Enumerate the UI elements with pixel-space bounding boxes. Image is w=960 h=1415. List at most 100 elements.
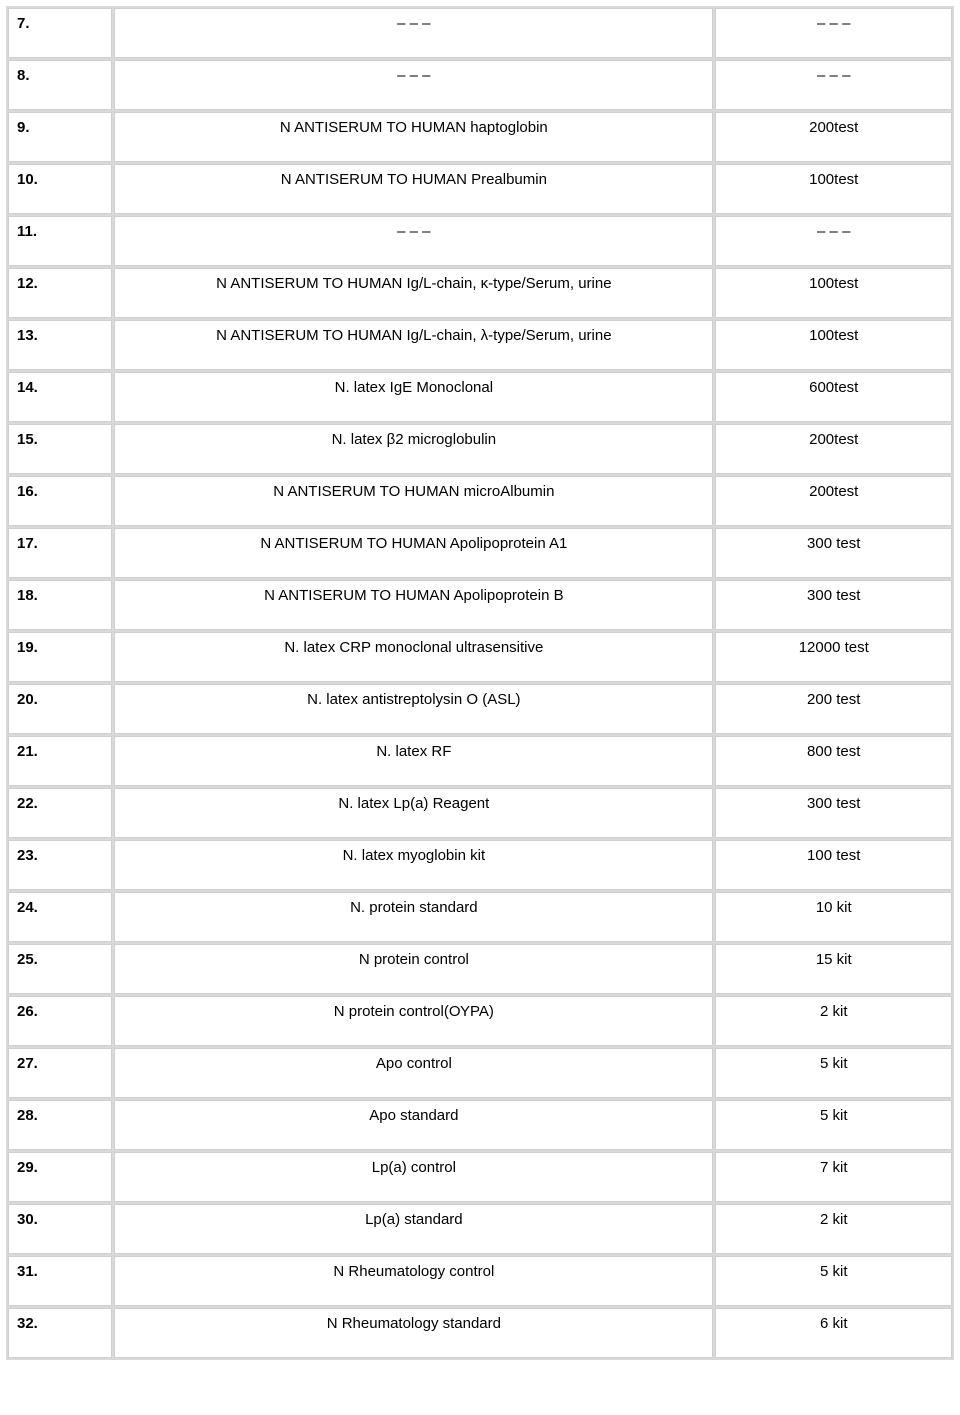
row-number: 26.: [8, 996, 112, 1046]
row-quantity: 100test: [715, 164, 952, 214]
table-row: 30.Lp(a) standard2 kit: [8, 1204, 952, 1254]
product-table-body: 7.– – –– – –8.– – –– – –9.N ANTISERUM TO…: [8, 8, 952, 1358]
row-description: N. latex CRP monoclonal ultrasensitive: [114, 632, 713, 682]
row-number: 25.: [8, 944, 112, 994]
table-row: 19.N. latex CRP monoclonal ultrasensitiv…: [8, 632, 952, 682]
row-quantity: – – –: [715, 8, 952, 58]
row-quantity: 5 kit: [715, 1256, 952, 1306]
row-quantity: 200test: [715, 112, 952, 162]
table-row: 21.N. latex RF800 test: [8, 736, 952, 786]
row-description: – – –: [114, 8, 713, 58]
row-quantity: 12000 test: [715, 632, 952, 682]
row-quantity: 2 kit: [715, 1204, 952, 1254]
row-description: N. latex IgE Monoclonal: [114, 372, 713, 422]
row-number: 14.: [8, 372, 112, 422]
table-row: 32.N Rheumatology standard6 kit: [8, 1308, 952, 1358]
table-row: 31.N Rheumatology control5 kit: [8, 1256, 952, 1306]
row-description: N protein control: [114, 944, 713, 994]
row-number: 24.: [8, 892, 112, 942]
row-description: N ANTISERUM TO HUMAN Prealbumin: [114, 164, 713, 214]
row-description: N. latex myoglobin kit: [114, 840, 713, 890]
row-description: – – –: [114, 60, 713, 110]
row-description: – – –: [114, 216, 713, 266]
row-quantity: 200test: [715, 476, 952, 526]
row-quantity: 300 test: [715, 580, 952, 630]
row-description: N. latex β2 microglobulin: [114, 424, 713, 474]
row-number: 20.: [8, 684, 112, 734]
table-row: 24.N. protein standard10 kit: [8, 892, 952, 942]
row-number: 28.: [8, 1100, 112, 1150]
table-row: 22.N. latex Lp(a) Reagent300 test: [8, 788, 952, 838]
product-table: 7.– – –– – –8.– – –– – –9.N ANTISERUM TO…: [6, 6, 954, 1360]
row-quantity: 7 kit: [715, 1152, 952, 1202]
row-number: 31.: [8, 1256, 112, 1306]
table-row: 9.N ANTISERUM TO HUMAN haptoglobin200tes…: [8, 112, 952, 162]
row-description: N Rheumatology control: [114, 1256, 713, 1306]
row-number: 19.: [8, 632, 112, 682]
table-row: 8.– – –– – –: [8, 60, 952, 110]
row-number: 32.: [8, 1308, 112, 1358]
row-quantity: 6 kit: [715, 1308, 952, 1358]
row-quantity: 5 kit: [715, 1100, 952, 1150]
row-quantity: 200test: [715, 424, 952, 474]
row-description: N ANTISERUM TO HUMAN microAlbumin: [114, 476, 713, 526]
table-row: 15.N. latex β2 microglobulin200test: [8, 424, 952, 474]
row-description: N. latex Lp(a) Reagent: [114, 788, 713, 838]
row-number: 15.: [8, 424, 112, 474]
row-description: N ANTISERUM TO HUMAN haptoglobin: [114, 112, 713, 162]
table-row: 25.N protein control15 kit: [8, 944, 952, 994]
table-row: 29.Lp(a) control7 kit: [8, 1152, 952, 1202]
row-number: 9.: [8, 112, 112, 162]
row-quantity: – – –: [715, 216, 952, 266]
row-description: N Rheumatology standard: [114, 1308, 713, 1358]
table-row: 11.– – –– – –: [8, 216, 952, 266]
table-row: 23.N. latex myoglobin kit100 test: [8, 840, 952, 890]
row-number: 27.: [8, 1048, 112, 1098]
row-quantity: 5 kit: [715, 1048, 952, 1098]
table-row: 16.N ANTISERUM TO HUMAN microAlbumin200t…: [8, 476, 952, 526]
row-number: 7.: [8, 8, 112, 58]
row-number: 13.: [8, 320, 112, 370]
table-row: 13.N ANTISERUM TO HUMAN Ig/L-chain, λ-ty…: [8, 320, 952, 370]
row-quantity: 100test: [715, 320, 952, 370]
table-row: 10.N ANTISERUM TO HUMAN Prealbumin100tes…: [8, 164, 952, 214]
row-description: N ANTISERUM TO HUMAN Ig/L-chain, κ-type/…: [114, 268, 713, 318]
table-row: 18.N ANTISERUM TO HUMAN Apolipoprotein B…: [8, 580, 952, 630]
row-quantity: 15 kit: [715, 944, 952, 994]
row-quantity: 300 test: [715, 788, 952, 838]
row-quantity: – – –: [715, 60, 952, 110]
row-quantity: 800 test: [715, 736, 952, 786]
row-description: N ANTISERUM TO HUMAN Ig/L-chain, λ-type/…: [114, 320, 713, 370]
row-quantity: 200 test: [715, 684, 952, 734]
row-number: 8.: [8, 60, 112, 110]
row-number: 10.: [8, 164, 112, 214]
row-quantity: 10 kit: [715, 892, 952, 942]
row-number: 17.: [8, 528, 112, 578]
row-description: N protein control(ΟΥΡΑ): [114, 996, 713, 1046]
row-number: 22.: [8, 788, 112, 838]
row-quantity: 100 test: [715, 840, 952, 890]
row-description: N. latex antistreptolysin O (ASL): [114, 684, 713, 734]
row-number: 12.: [8, 268, 112, 318]
row-quantity: 2 kit: [715, 996, 952, 1046]
row-number: 18.: [8, 580, 112, 630]
table-row: 7.– – –– – –: [8, 8, 952, 58]
row-number: 21.: [8, 736, 112, 786]
table-row: 17.N ANTISERUM TO HUMAN Apolipoprotein A…: [8, 528, 952, 578]
table-row: 20.N. latex antistreptolysin O (ASL)200 …: [8, 684, 952, 734]
row-quantity: 300 test: [715, 528, 952, 578]
row-number: 23.: [8, 840, 112, 890]
row-quantity: 100test: [715, 268, 952, 318]
row-description: N ANTISERUM TO HUMAN Apolipoprotein A1: [114, 528, 713, 578]
table-row: 27.Apo control5 kit: [8, 1048, 952, 1098]
row-number: 11.: [8, 216, 112, 266]
row-description: N ANTISERUM TO HUMAN Apolipoprotein B: [114, 580, 713, 630]
table-row: 14.N. latex IgE Monoclonal600test: [8, 372, 952, 422]
table-row: 28.Apo standard5 kit: [8, 1100, 952, 1150]
row-number: 16.: [8, 476, 112, 526]
row-description: Lp(a) standard: [114, 1204, 713, 1254]
row-quantity: 600test: [715, 372, 952, 422]
row-number: 29.: [8, 1152, 112, 1202]
table-row: 12.N ANTISERUM TO HUMAN Ig/L-chain, κ-ty…: [8, 268, 952, 318]
row-description: N. latex RF: [114, 736, 713, 786]
